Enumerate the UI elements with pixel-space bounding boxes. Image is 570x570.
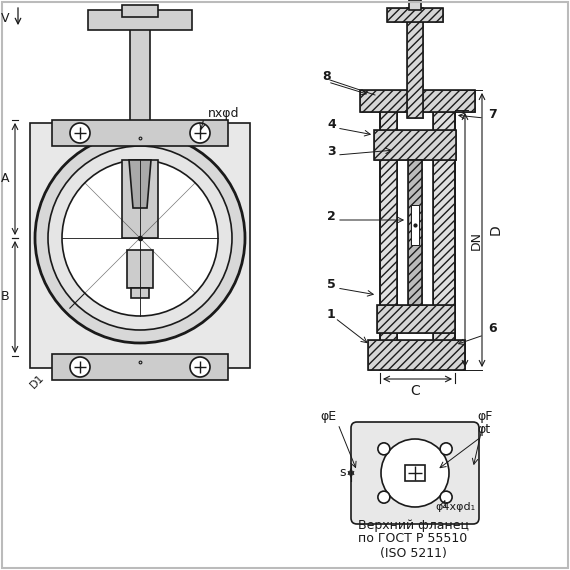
Text: 1: 1 (327, 308, 336, 321)
Bar (52, 354, 228, 380)
Circle shape (190, 357, 210, 377)
Circle shape (440, 491, 452, 503)
Text: B: B (1, 291, 9, 303)
Circle shape (48, 146, 232, 330)
Bar (130, 20, 150, 135)
Bar (127, 250, 153, 288)
Text: Верхний фланец: Верхний фланец (357, 519, 469, 531)
Bar (377, 305, 455, 333)
Text: по ГОСТ Р 55510: по ГОСТ Р 55510 (359, 532, 467, 545)
Bar (407, 8, 423, 118)
Bar (387, 8, 443, 22)
Bar (409, 0, 421, 10)
Circle shape (35, 133, 245, 343)
Bar (380, 110, 397, 355)
Text: (ISO 5211): (ISO 5211) (380, 547, 446, 560)
Circle shape (62, 160, 218, 316)
Bar (433, 110, 455, 355)
Text: s: s (340, 466, 346, 479)
Circle shape (381, 439, 449, 507)
Bar (380, 110, 455, 355)
Text: V: V (1, 11, 9, 25)
Bar (122, 5, 158, 17)
Circle shape (70, 123, 90, 143)
Circle shape (440, 443, 452, 455)
Bar (360, 90, 475, 112)
Bar (377, 305, 455, 333)
Text: 3: 3 (327, 145, 336, 158)
Polygon shape (129, 160, 151, 208)
Bar (368, 340, 465, 370)
Bar (131, 288, 149, 298)
Bar (407, 8, 423, 118)
Text: D1: D1 (28, 372, 46, 390)
Text: φ4xφd₁: φ4xφd₁ (435, 502, 475, 512)
Bar (360, 90, 475, 112)
Text: 4: 4 (327, 118, 336, 131)
Text: φE: φE (320, 410, 336, 423)
Circle shape (190, 123, 210, 143)
Text: 5: 5 (327, 278, 336, 291)
Bar (374, 130, 456, 160)
Bar (52, 120, 228, 146)
Circle shape (378, 491, 390, 503)
Text: φt: φt (477, 423, 490, 436)
Text: 7: 7 (488, 108, 496, 121)
Text: D: D (489, 225, 503, 235)
Bar (387, 8, 443, 22)
Bar (88, 10, 192, 30)
Bar (368, 340, 465, 370)
Bar (374, 130, 456, 160)
Bar (433, 110, 455, 355)
Text: C: C (410, 384, 420, 398)
Bar (397, 110, 433, 355)
Bar (408, 160, 422, 305)
Bar (411, 205, 419, 245)
Text: 2: 2 (327, 210, 336, 223)
Text: φF: φF (477, 410, 492, 423)
Bar (408, 160, 422, 305)
Bar (30, 123, 250, 368)
Text: A: A (1, 173, 9, 185)
Circle shape (70, 357, 90, 377)
Bar (122, 160, 158, 238)
Bar (405, 465, 425, 481)
Text: nxφd: nxφd (208, 107, 239, 120)
Text: 8: 8 (322, 70, 331, 83)
Text: 6: 6 (488, 322, 496, 335)
Circle shape (378, 443, 390, 455)
Text: DN: DN (470, 230, 483, 250)
Bar (380, 110, 397, 355)
FancyBboxPatch shape (351, 422, 479, 524)
